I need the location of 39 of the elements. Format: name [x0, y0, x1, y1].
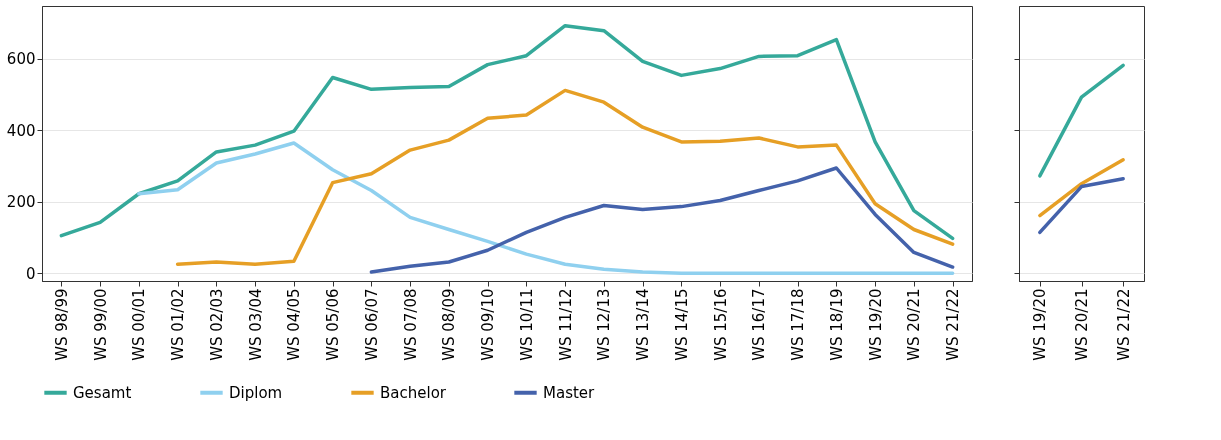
x-tick-label: WS 12/13 [595, 288, 614, 361]
x-tick-label: WS 04/05 [285, 288, 304, 361]
x-tick-label: WS 18/19 [827, 288, 846, 361]
x-tick-label: WS 00/01 [130, 288, 149, 361]
line-series [59, 23, 955, 241]
x-tick-label: WS 02/03 [207, 288, 226, 361]
x-tick-label: WS 19/20 [1031, 288, 1050, 361]
legend-label: Diplom [229, 383, 283, 402]
x-tick-label: WS 03/04 [246, 288, 265, 361]
x-tick-label: WS 20/21 [905, 288, 924, 361]
x-tick-label: WS 98/99 [52, 288, 71, 361]
legend-label: Gesamt [73, 383, 132, 402]
line-series [369, 166, 955, 274]
x-tick-label: WS 99/00 [91, 288, 110, 361]
x-tick-label: WS 09/10 [479, 288, 498, 361]
x-tick-label: WS 16/17 [750, 288, 769, 361]
x-tick-label: WS 15/16 [711, 288, 730, 361]
y-tick-label: 0 [25, 264, 36, 283]
x-tick-label: WS 06/07 [362, 288, 381, 361]
x-tick-label: WS 14/15 [672, 288, 691, 361]
x-tick-label: WS 21/22 [1114, 288, 1133, 361]
y-tick-label: 600 [6, 50, 36, 69]
x-tick-label: WS 08/09 [440, 288, 459, 361]
y-tick-label: 400 [6, 121, 36, 140]
x-tick-label: WS 21/22 [944, 288, 963, 361]
x-tick-label: WS 19/20 [866, 288, 885, 361]
line-series [137, 141, 955, 275]
x-tick-label: WS 13/14 [634, 288, 653, 361]
x-tick-label: WS 11/12 [556, 288, 575, 361]
legend-label: Master [543, 383, 596, 402]
y-tick-label: 200 [6, 193, 36, 212]
line-series [175, 88, 955, 266]
x-tick-label: WS 01/02 [169, 288, 188, 361]
x-tick-label: WS 17/18 [789, 288, 808, 361]
x-tick-label: WS 20/21 [1073, 288, 1091, 361]
x-tick-label: WS 05/06 [324, 288, 343, 361]
legend-label: Bachelor [380, 383, 447, 402]
x-tick-label: WS 10/11 [517, 288, 536, 361]
x-tick-label: WS 07/08 [401, 288, 420, 361]
